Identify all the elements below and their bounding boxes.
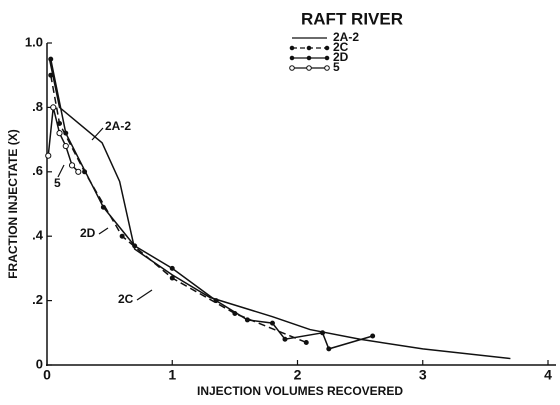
point (213, 298, 219, 304)
legend-label: 2A-2 (333, 30, 359, 44)
point (282, 336, 288, 342)
point (48, 56, 54, 62)
y-tick-label: .2 (32, 292, 43, 307)
annotation: 5 (54, 176, 61, 190)
legend-marker (289, 45, 295, 51)
x-axis-label: INJECTION VOLUMES RECOVERED (197, 384, 403, 398)
point (63, 130, 69, 136)
point (45, 152, 52, 159)
point (119, 233, 125, 239)
legend-marker (324, 45, 330, 51)
leader (136, 289, 153, 301)
point (68, 162, 76, 169)
point (169, 265, 175, 271)
legend-label: 5 (333, 60, 340, 74)
legend-marker (289, 55, 295, 61)
point (132, 243, 138, 249)
point (100, 204, 106, 210)
legend-label: 2C (333, 40, 349, 54)
legend-marker (306, 55, 312, 61)
point (244, 317, 250, 323)
x-tick-label: 1 (168, 367, 176, 383)
y-tick-label: 0 (36, 356, 43, 371)
legend-marker (324, 55, 330, 61)
leader (57, 164, 65, 178)
leader (91, 127, 104, 141)
point (169, 275, 175, 281)
point (370, 333, 376, 339)
y-tick-label: 1.0 (25, 34, 43, 49)
annotation: 2D (80, 226, 96, 240)
point (50, 104, 57, 111)
legend-marker (306, 45, 312, 51)
point (48, 72, 54, 78)
series-line (50, 58, 373, 350)
point (269, 320, 275, 326)
y-tick-label: .6 (32, 163, 43, 178)
x-tick-label: 2 (294, 367, 302, 383)
legend-marker (324, 65, 330, 71)
leader (98, 227, 109, 235)
x-tick-label: 4 (544, 367, 552, 383)
annotation: 2C (118, 292, 134, 306)
series-line (50, 75, 307, 344)
point (303, 339, 309, 345)
legend-marker (306, 65, 312, 71)
series-line (48, 58, 511, 360)
legend-marker (289, 65, 295, 71)
point (320, 330, 326, 336)
x-tick-label: 0 (43, 367, 51, 383)
chart-title: RAFT RIVER (301, 9, 403, 28)
y-tick-label: .8 (32, 99, 43, 114)
y-axis-label: FRACTION INJECTATE (X) (6, 129, 20, 279)
x-tick-label: 3 (419, 367, 427, 383)
legend-label: 2D (333, 50, 349, 64)
point (326, 346, 332, 352)
point (62, 142, 69, 150)
y-tick-label: .4 (32, 228, 44, 243)
point (56, 130, 63, 137)
point (75, 168, 82, 175)
annotation: 2A-2 (105, 119, 131, 133)
